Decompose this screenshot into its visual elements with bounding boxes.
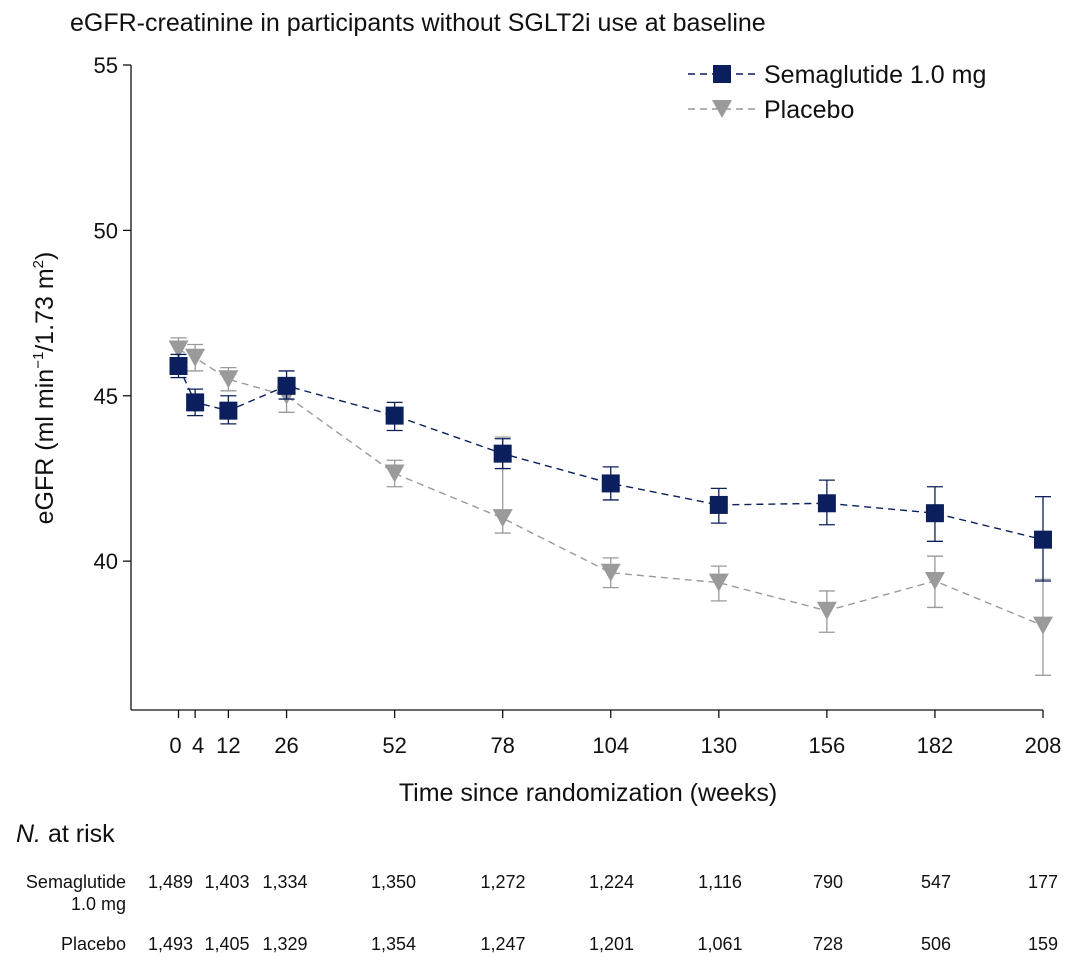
y-axis-label: eGFR (ml min−1/1.73 m2) [30, 252, 59, 525]
legend-marker-placebo [712, 100, 732, 118]
semaglutide-point-0 [169, 357, 188, 375]
semaglutide-point-208 [1034, 530, 1052, 549]
at-risk-value-1-4: 1,247 [480, 934, 525, 954]
placebo-point-78 [492, 509, 513, 528]
y-axis-label-main: eGFR (ml min [31, 369, 59, 525]
at-risk-value-1-8: 506 [921, 934, 951, 954]
at-risk-row-label-0-0: Semaglutide [26, 872, 126, 892]
x-tick-label-104: 104 [592, 733, 629, 758]
at-risk-value-0-4: 1,272 [480, 872, 525, 892]
y-axis-label-end: ) [31, 252, 59, 260]
at-risk-value-1-6: 1,061 [697, 934, 742, 954]
semaglutide-point-182 [925, 504, 944, 523]
at-risk-value-1-0: 1,493 [148, 934, 193, 954]
semaglutide-point-52 [385, 406, 404, 425]
placebo-point-208 [1033, 616, 1053, 635]
placebo-point-130 [708, 573, 729, 592]
at-risk-value-0-0: 1,489 [148, 872, 193, 892]
at-risk-value-1-7: 728 [813, 934, 843, 954]
x-axis-label: Time since randomization (weeks) [399, 779, 777, 807]
placebo-point-52 [384, 464, 405, 483]
y-axis-label-sup1: −1 [30, 352, 47, 369]
at-risk-value-0-1: 1,403 [204, 872, 249, 892]
series-placebo [168, 337, 1053, 676]
semaglutide-point-130 [709, 495, 728, 514]
x-tick-label-78: 78 [490, 733, 514, 758]
x-tick-label-52: 52 [382, 733, 406, 758]
x-tick-label-130: 130 [700, 733, 737, 758]
placebo-point-0 [168, 340, 189, 359]
semaglutide-point-12 [219, 401, 238, 420]
legend-item-semaglutide: Semaglutide 1.0 mg [688, 61, 986, 89]
at-risk-value-0-6: 1,116 [698, 872, 742, 892]
placebo-point-182 [924, 572, 945, 590]
y-tick-label-40: 40 [94, 549, 118, 574]
semaglutide-point-104 [601, 474, 620, 493]
series-layer [168, 337, 1053, 676]
at-risk-value-1-3: 1,354 [371, 934, 416, 954]
x-tick-label-4: 4 [192, 733, 204, 758]
at-risk-value-0-8: 547 [921, 872, 951, 892]
axes: 40 45 50 55 0 4 12 26 52 78 104 130 156 182 208 [94, 53, 1062, 758]
at-risk-value-0-2: 1,334 [262, 872, 307, 892]
placebo-point-104 [600, 563, 621, 582]
x-tick-label-208: 208 [1025, 733, 1062, 758]
semaglutide-line [177, 365, 1044, 541]
at-risk-title-rest: at risk [41, 820, 115, 848]
semaglutide-point-4 [186, 393, 205, 412]
at-risk-title-italic: N. [16, 820, 41, 848]
semaglutide-point-156 [817, 494, 836, 513]
y-axis-label-sup2: 2 [30, 260, 47, 268]
x-tick-label-182: 182 [917, 733, 954, 758]
x-tick-label-0: 0 [169, 733, 181, 758]
series-semaglutide [169, 353, 1052, 582]
at-risk-value-0-3: 1,350 [371, 872, 416, 892]
y-tick-label-50: 50 [94, 218, 118, 243]
y-tick-label-55: 55 [94, 53, 118, 78]
at-risk-title: N. at risk [16, 820, 115, 848]
at-risk-value-0-9: 177 [1028, 872, 1058, 892]
placebo-line [178, 348, 1044, 627]
legend-label-placebo: Placebo [764, 96, 854, 124]
at-risk-value-0-7: 790 [813, 872, 843, 892]
chart-title: eGFR-creatinine in participants without … [70, 9, 766, 37]
x-tick-label-12: 12 [216, 733, 240, 758]
semaglutide-point-26 [277, 376, 296, 395]
at-risk-row-label-1-0: Placebo [61, 934, 126, 954]
at-risk-value-1-9: 159 [1028, 934, 1058, 954]
semaglutide-point-78 [493, 444, 512, 463]
legend-label-semaglutide: Semaglutide 1.0 mg [764, 61, 986, 89]
at-risk-value-1-5: 1,201 [589, 934, 634, 954]
at-risk-value-1-2: 1,329 [262, 934, 307, 954]
legend: Semaglutide 1.0 mg Placebo [688, 61, 986, 124]
placebo-point-156 [816, 601, 837, 620]
at-risk-value-1-1: 1,405 [204, 934, 249, 954]
x-tick-label-156: 156 [809, 733, 846, 758]
legend-marker-semaglutide [713, 65, 731, 83]
placebo-point-4 [185, 348, 206, 367]
placebo-point-12 [218, 370, 239, 389]
x-tick-label-26: 26 [274, 733, 298, 758]
at-risk-value-0-5: 1,224 [589, 872, 634, 892]
y-axis-label-mid: /1.73 m [31, 268, 59, 351]
legend-item-placebo: Placebo [688, 96, 854, 124]
at-risk-row-label-0-1: 1.0 mg [71, 894, 126, 914]
y-tick-label-45: 45 [94, 384, 118, 409]
